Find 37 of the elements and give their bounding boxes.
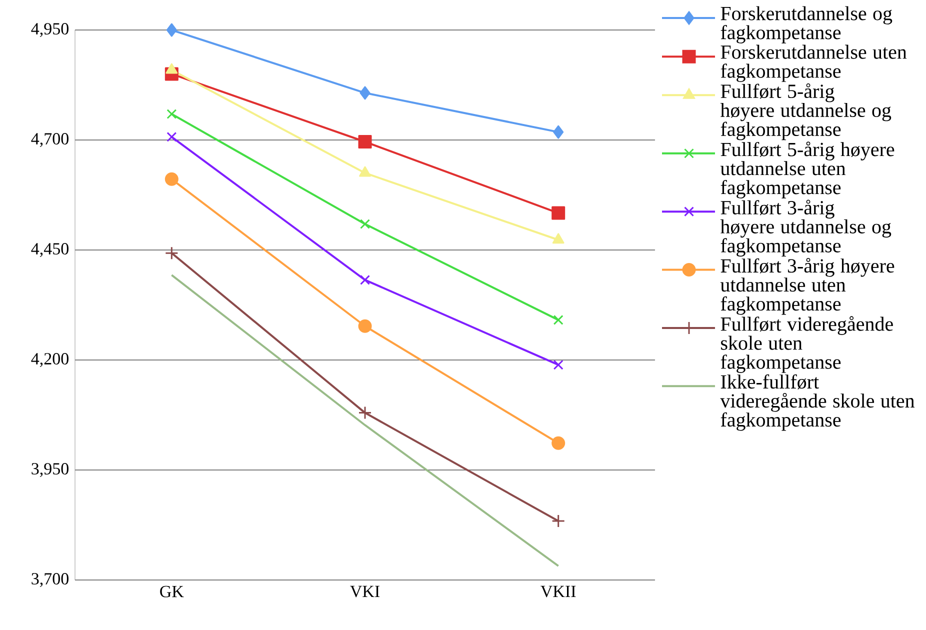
y-tick-label: 4,200: [31, 353, 68, 367]
y-tick-label: 3,950: [32, 463, 68, 477]
point: [358, 406, 372, 420]
legend-label: Forskerutdannelse uten fagkompetanse: [720, 44, 907, 82]
x-tick-label: VKII: [540, 586, 576, 598]
point: [553, 125, 564, 139]
point: [164, 246, 178, 260]
point: [360, 274, 370, 285]
point: [360, 86, 370, 100]
y-tick-label: 4,700: [31, 133, 68, 147]
x-tick-label: VKI: [350, 586, 380, 598]
point: [358, 135, 372, 149]
point: [166, 132, 177, 142]
legend-label: Forskerutdannelse og fagkompetanse: [720, 6, 892, 44]
y-tick-label: 4,450: [31, 243, 68, 257]
y-tick-label: 4,950: [31, 23, 68, 37]
point: [358, 319, 372, 333]
point: [552, 514, 566, 528]
point: [360, 219, 370, 230]
point: [166, 109, 177, 120]
legend-label: Fullført 3-årig høyere utdannelse uten fagkompetanse: [720, 258, 894, 315]
point: [166, 63, 178, 74]
point: [552, 233, 564, 244]
point: [552, 206, 566, 220]
point: [553, 360, 564, 370]
point: [164, 172, 178, 186]
y-tick-label: 3,700: [32, 573, 68, 587]
legend-label: Fullført 5-årig høyere utdannelse og fagkompetanse: [720, 83, 892, 140]
point: [166, 23, 177, 37]
legend-label: Fullført 5-årig høyere utdannelse uten fagkompetanse: [720, 142, 894, 198]
point: [552, 436, 566, 450]
point: [359, 166, 371, 177]
legend-label: Ikke-fullført videregående skole uten fagkompetanse: [720, 374, 915, 431]
legend-label: Fullført 3-årig høyere utdannelse og fagkompetanse: [720, 200, 892, 257]
legend-label: Fullført videregående skole uten fagkompetanse: [720, 316, 893, 373]
x-tick-label: GK: [160, 586, 184, 598]
point: [553, 314, 564, 325]
